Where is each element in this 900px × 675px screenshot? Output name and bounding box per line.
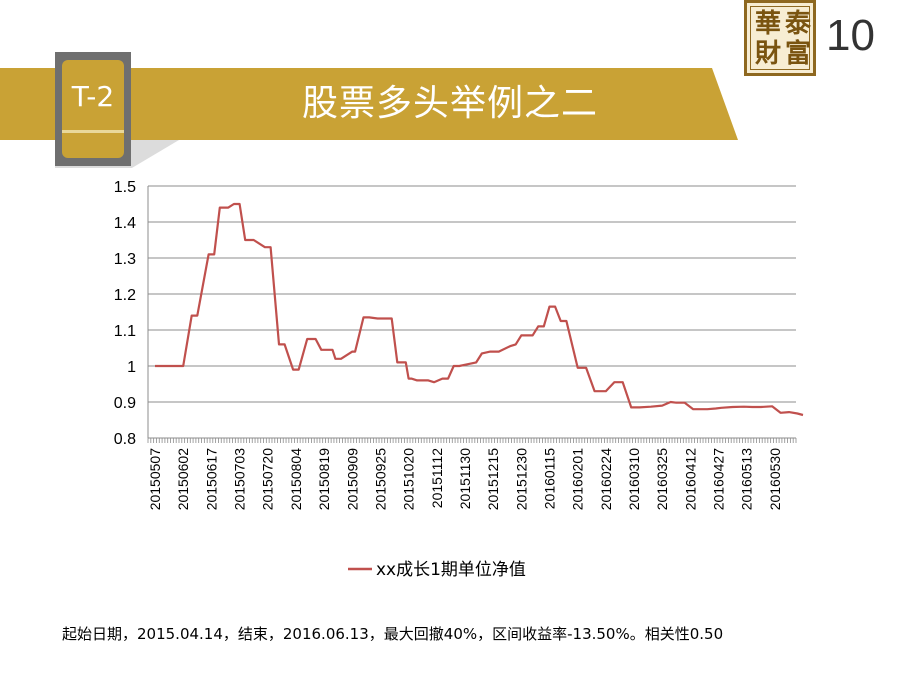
brand-logo-frame: 華 泰 財 富: [750, 6, 811, 70]
y-tick-label: 1.1: [114, 323, 136, 340]
y-tick-label: 1.3: [114, 251, 136, 268]
x-tick-label: 20150925: [372, 448, 388, 511]
x-tick-label: 20160310: [626, 448, 642, 511]
page-number: 10: [826, 11, 875, 60]
x-tick-label: 20160513: [739, 448, 755, 511]
logo-char: 華: [754, 9, 781, 39]
x-tick-label: 20150507: [147, 448, 163, 511]
x-tick-label: 20151230: [513, 448, 529, 511]
legend-label: xx成长1期单位净值: [376, 560, 526, 580]
section-tab: T-2: [55, 52, 131, 166]
x-tick-label: 20150602: [175, 448, 191, 511]
nav-line-chart: 1.51.41.31.21.110.90.8 20150507 20150602 2…: [114, 179, 804, 580]
footnote: 起始日期，2015.04.14，结束，2016.06.13，最大回撤40%，区间…: [62, 625, 724, 643]
x-tick-label: 20150804: [288, 448, 304, 511]
x-tick-label: 20151112: [429, 448, 445, 508]
section-tab-divider: [62, 130, 124, 133]
x-tick-label: 20160427: [711, 448, 727, 511]
logo-char: 泰: [784, 9, 811, 39]
series-line: [155, 202, 804, 417]
y-tick-label: 0.8: [114, 431, 136, 448]
chart-legend: xx成长1期单位净值: [348, 560, 526, 580]
x-tick-label: 20160325: [654, 448, 670, 511]
y-tick-label: 1.2: [114, 287, 136, 304]
x-tick-label: 20160530: [767, 448, 783, 511]
x-tick-label: 20160224: [598, 448, 614, 511]
x-tick-label: 20151020: [401, 448, 417, 511]
y-tick-label: 1.4: [114, 215, 136, 232]
y-tick-label: 0.9: [114, 395, 136, 412]
logo-char: 財: [754, 39, 781, 69]
logo-char: 富: [784, 39, 811, 69]
series-layer: [155, 202, 804, 417]
x-tick-label: 20150819: [316, 448, 332, 511]
x-tick-label: 20150720: [260, 448, 276, 511]
x-axis: 20150507 20150602 20150617 20150703 20150720…: [147, 438, 797, 511]
y-axis: 1.5 1.4 1.3 1.2 1.1 1 0.9 0.8: [114, 179, 149, 448]
x-tick-label: 20150909: [344, 448, 360, 511]
x-tick-label: 20160115: [541, 448, 557, 509]
x-tick-label: 20151130: [457, 448, 473, 509]
x-tick-label: 20150617: [203, 448, 219, 511]
x-tick-label: 20150703: [232, 448, 248, 511]
slide-title: 股票多头举例之二: [301, 83, 598, 124]
y-tick-label: 1: [127, 359, 136, 376]
x-tick-label: 20160412: [682, 448, 698, 511]
brand-logo: 華 泰 財 富: [744, 0, 816, 76]
x-tick-label: 20151215: [485, 448, 501, 511]
chart-gridlines: [148, 185, 796, 439]
y-tick-label: 1.5: [114, 179, 136, 196]
x-tick-label: 20160201: [570, 448, 586, 511]
section-tab-label: T-2: [71, 80, 115, 113]
section-tab-inner: T-2: [62, 60, 124, 158]
